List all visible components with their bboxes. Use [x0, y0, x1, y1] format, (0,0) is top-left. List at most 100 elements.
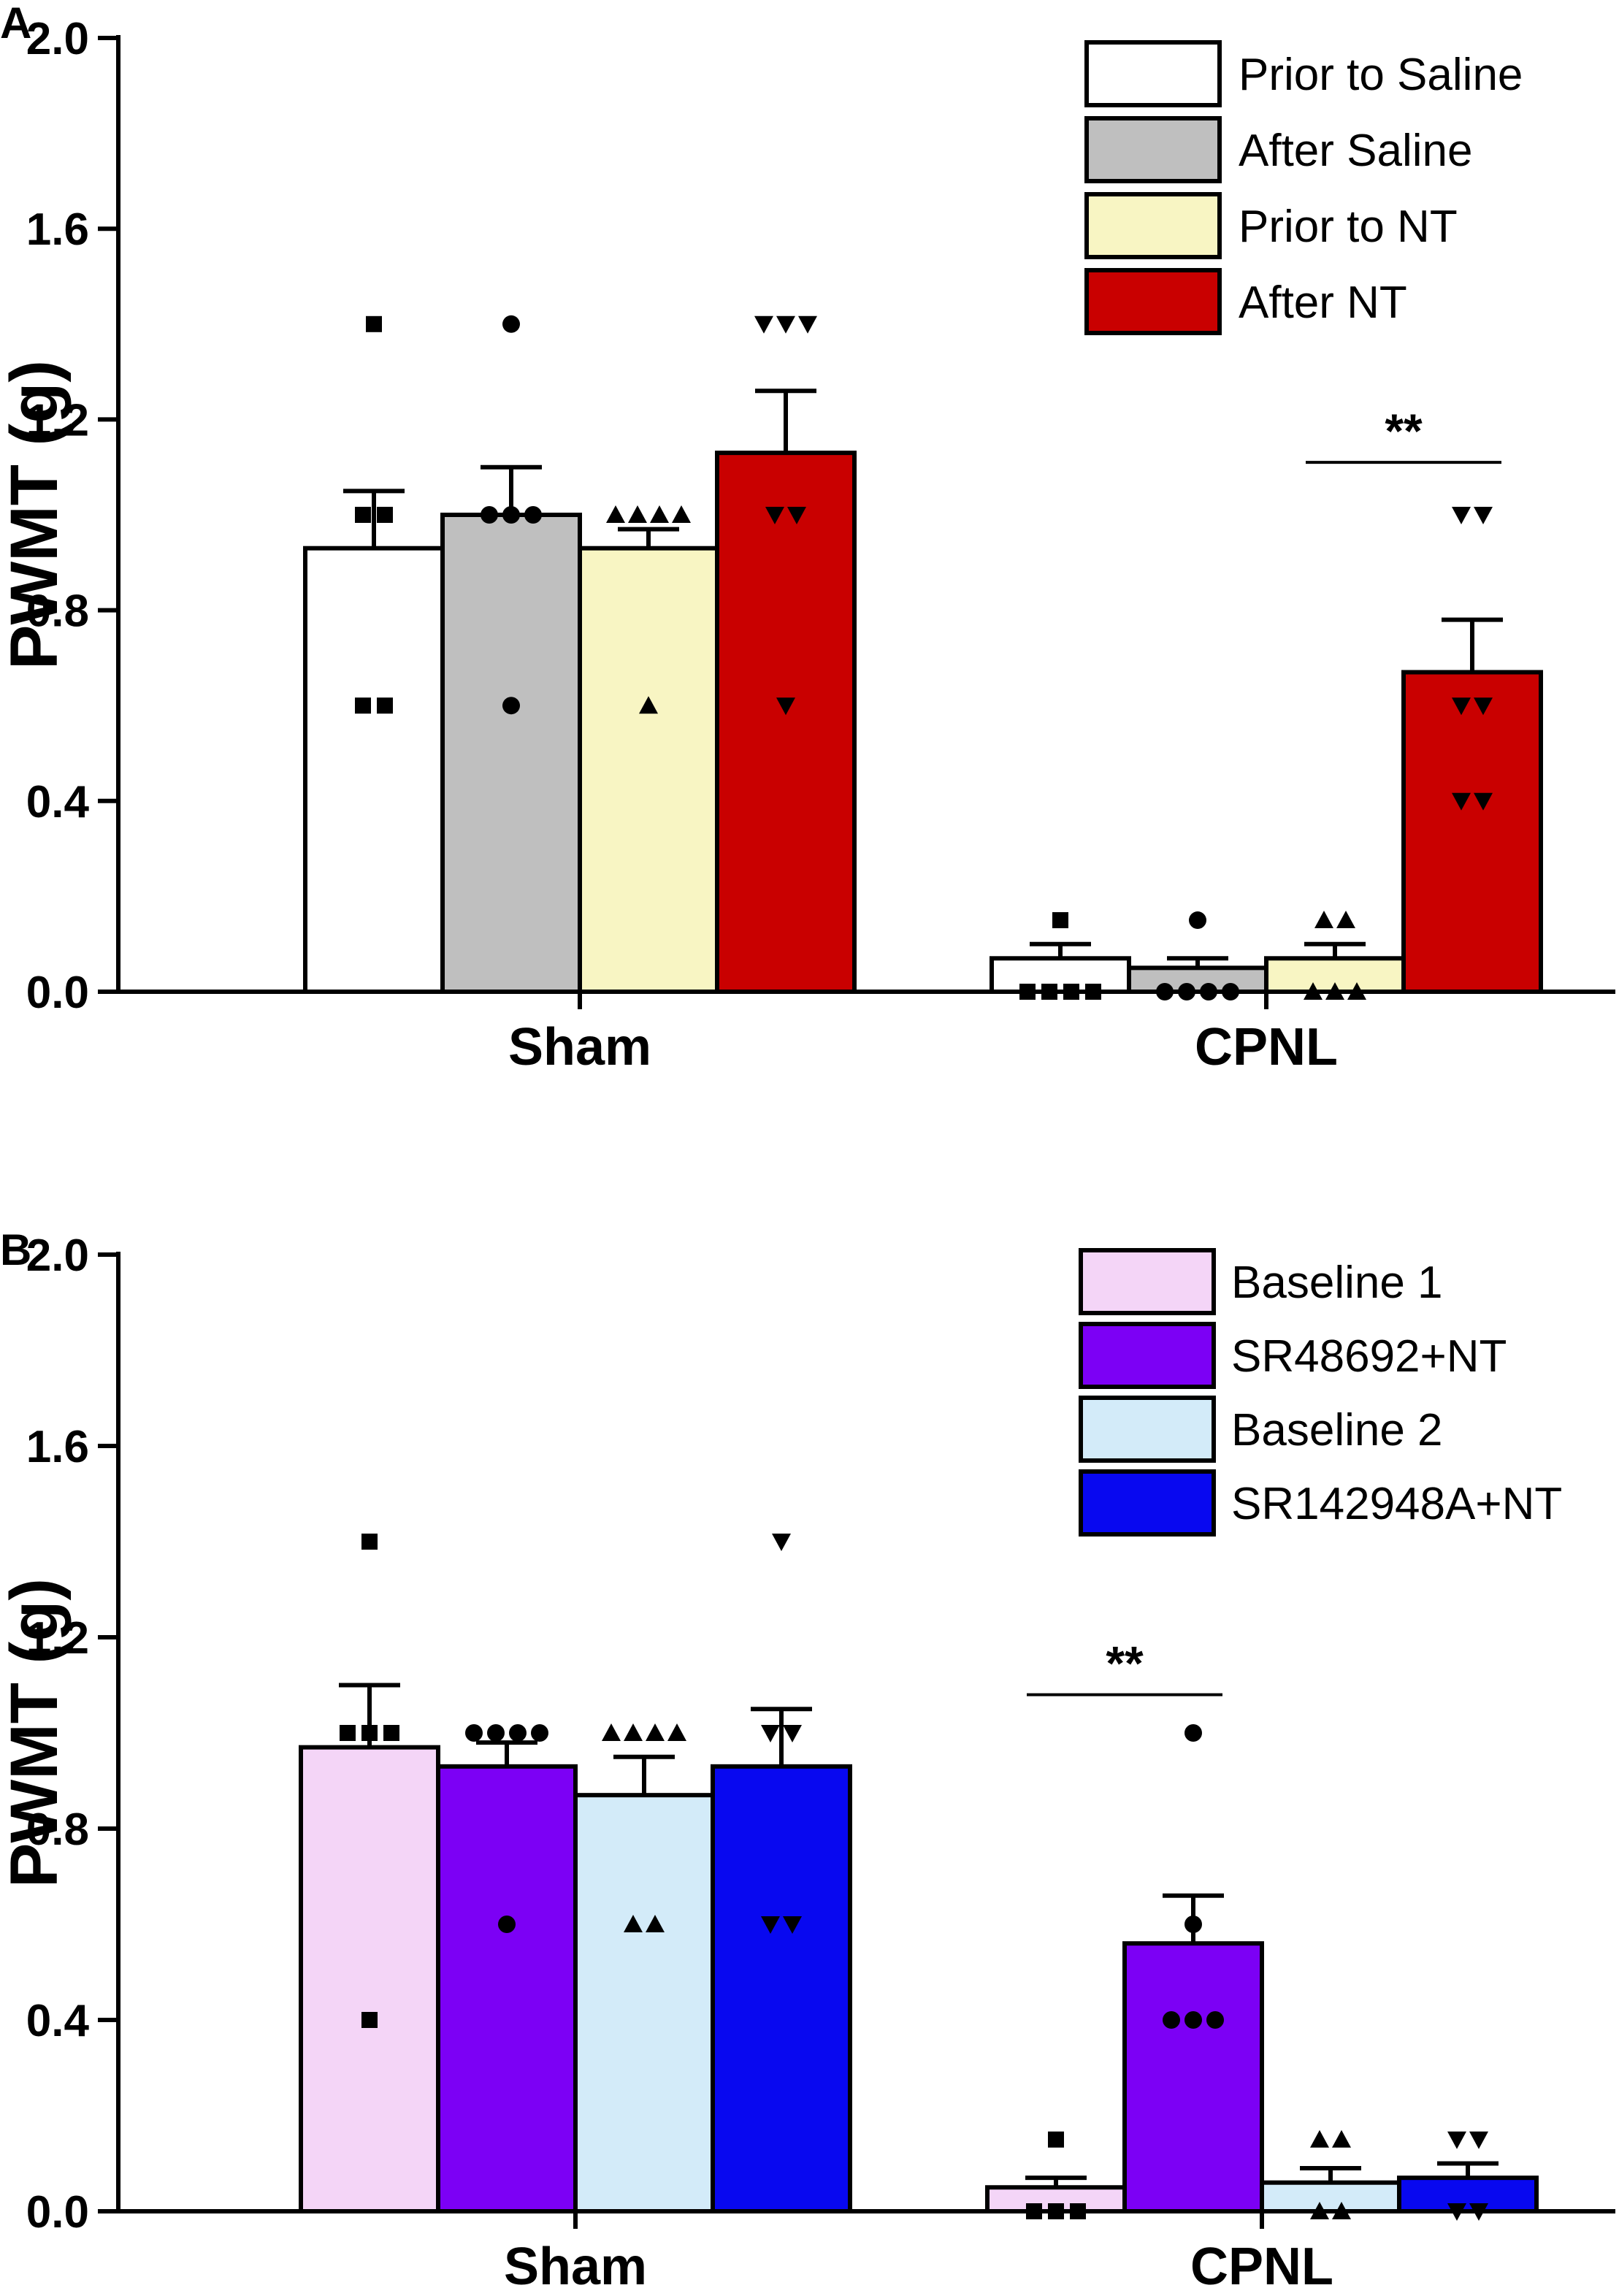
legend-swatch: [1084, 192, 1222, 259]
y-tick-label: 2.0: [26, 1231, 89, 1281]
data-point: [366, 315, 382, 332]
significance-label: **: [1385, 404, 1423, 458]
y-tick-label: 0.8: [26, 1805, 89, 1855]
bar: [1127, 965, 1268, 994]
bar: [1260, 2180, 1401, 2213]
data-point: [524, 506, 542, 524]
bar: [299, 1745, 440, 2213]
data-point: [355, 697, 371, 714]
y-tick-label: 1.6: [26, 204, 89, 255]
data-point: [383, 1725, 399, 1741]
x-tick-label: CPNL: [1190, 2238, 1333, 2296]
y-tick-label: 2.0: [26, 14, 89, 64]
data-point: [672, 505, 691, 523]
data-point: [1474, 507, 1493, 524]
data-point: [646, 1915, 665, 1932]
data-point: [531, 1724, 548, 1742]
x-tick-label: Sham: [504, 2238, 647, 2296]
y-tick-label: 0.0: [26, 968, 89, 1018]
data-point: [1332, 2129, 1351, 2148]
data-point: [361, 1534, 378, 1550]
data-point: [377, 697, 393, 714]
y-axis-title: PWMT (g): [0, 1578, 72, 1888]
y-tick-label: 1.2: [26, 1613, 89, 1664]
x-tick-label: Sham: [508, 1018, 651, 1076]
y-tick-label: 0.4: [26, 777, 90, 827]
panel-label: B: [0, 1225, 31, 1274]
y-tick-label: 0.8: [26, 586, 89, 637]
data-point: [1310, 2129, 1329, 2148]
data-point: [465, 1724, 483, 1742]
data-point: [798, 315, 817, 334]
data-point: [783, 1916, 802, 1934]
data-point: [1336, 911, 1355, 929]
bar: [1122, 1941, 1264, 2213]
data-point: [487, 1724, 505, 1742]
data-point: [502, 697, 520, 715]
y-tick-label: 1.6: [26, 1422, 89, 1472]
data-point: [340, 1725, 356, 1741]
bar: [1397, 2176, 1539, 2213]
data-point: [761, 1725, 780, 1742]
data-point: [628, 505, 647, 523]
data-point: [1048, 2131, 1064, 2148]
bar: [1401, 670, 1543, 994]
data-point: [502, 315, 520, 333]
legend-swatch: [1079, 1322, 1216, 1389]
data-point: [361, 1725, 378, 1741]
legend-swatch: [1084, 268, 1222, 335]
significance-label: **: [1106, 1637, 1144, 1691]
data-point: [783, 1725, 802, 1742]
y-tick-label: 0.4: [26, 1996, 90, 2046]
bar: [303, 546, 445, 994]
data-point: [624, 1915, 643, 1932]
data-point: [1206, 2011, 1224, 2029]
data-point: [1184, 1724, 1202, 1742]
bar: [990, 956, 1131, 995]
data-point: [606, 505, 625, 523]
bar: [711, 1764, 852, 2214]
legend-label: Prior to NT: [1239, 202, 1458, 252]
data-point: [1452, 792, 1471, 811]
bar: [573, 1793, 715, 2213]
legend-swatch: [1079, 1248, 1216, 1315]
y-tick-label: 1.2: [26, 395, 89, 445]
data-point: [776, 697, 795, 716]
legend-label: Baseline 2: [1231, 1405, 1443, 1455]
legend-swatch: [1079, 1396, 1216, 1463]
data-point: [502, 506, 520, 524]
y-tick-label: 0.0: [26, 2187, 89, 2238]
legend-label: Prior to Saline: [1239, 50, 1523, 100]
data-point: [761, 1916, 780, 1934]
data-point: [602, 1723, 621, 1741]
data-point: [509, 1724, 527, 1742]
bar: [578, 546, 719, 994]
data-point: [765, 507, 784, 524]
chart-panel-B: B PWMT (g) 0.0 0.4 0.8 1.2 1.6 2.0 Sham CPNL ** Bas…: [0, 1225, 1615, 2296]
bar: [440, 513, 582, 994]
legend: Baseline 1 SR48692+NT Baseline 2 SR142948A+…: [1079, 1248, 1562, 1537]
legend-label: SR142948A+NT: [1231, 1479, 1562, 1529]
data-point: [776, 315, 795, 334]
data-point: [1474, 697, 1493, 716]
legend-swatch: [1079, 1469, 1216, 1537]
data-point: [498, 1916, 516, 1933]
legend-swatch: [1084, 40, 1222, 107]
legend-label: SR48692+NT: [1231, 1331, 1507, 1382]
panel-label: A: [0, 0, 31, 47]
data-point: [1452, 697, 1471, 716]
data-point: [377, 507, 393, 523]
x-tick-label: CPNL: [1195, 1018, 1338, 1076]
data-point: [361, 2012, 378, 2028]
chart-panel-A: A PWMT (g) 0.0 0.4 0.8 1.2 1.6 2.0 Sham CPNL ** Pri…: [0, 0, 1615, 1076]
data-point: [754, 315, 773, 334]
data-point: [667, 1723, 686, 1741]
data-point: [787, 507, 806, 524]
bar: [436, 1764, 578, 2214]
data-point: [624, 1723, 643, 1741]
legend-swatch: [1084, 116, 1222, 183]
data-point: [355, 507, 371, 523]
data-point: [1474, 792, 1493, 811]
legend-label: After Saline: [1239, 126, 1473, 176]
